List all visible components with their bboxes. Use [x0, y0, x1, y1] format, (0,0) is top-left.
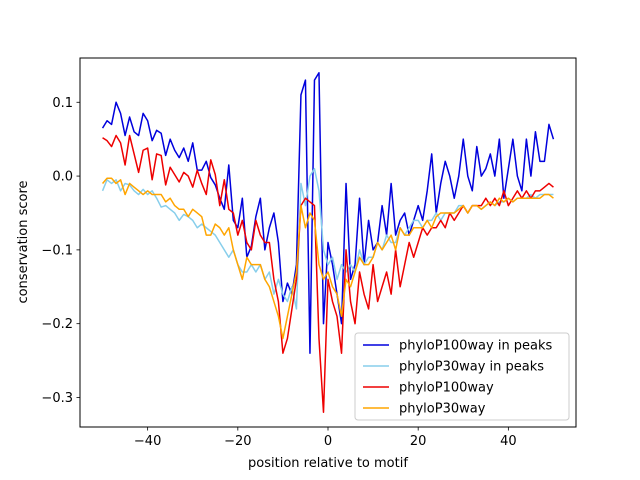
y-tick-label: −0.3 — [41, 391, 73, 406]
x-tick-label: −20 — [224, 434, 251, 449]
x-axis: −40 −20 0 20 40 — [134, 427, 517, 449]
y-axis-label: conservation score — [16, 180, 31, 303]
series-line-3 — [102, 134, 554, 413]
series-layer — [101, 72, 555, 413]
y-tick-label: −0.1 — [41, 243, 73, 258]
y-tick-label: 0.1 — [52, 96, 73, 111]
legend-label-1: phyloP100way in peaks — [399, 339, 553, 354]
x-tick-label: 0 — [324, 434, 332, 449]
legend-box — [354, 332, 570, 421]
legend: phyloP100way in peaks phyloP30way in peak… — [354, 332, 570, 421]
x-tick-label: 20 — [410, 434, 427, 449]
y-axis: −0.3 −0.2 −0.1 0.0 0.1 — [41, 96, 80, 406]
x-tick-label: 40 — [500, 434, 517, 449]
series-line-4 — [101, 177, 554, 340]
series-line-1 — [101, 72, 555, 354]
x-tick-label: −40 — [134, 434, 161, 449]
legend-label-3: phyloP100way — [399, 381, 494, 396]
x-axis-label: position relative to motif — [248, 456, 408, 471]
y-tick-label: −0.2 — [41, 317, 73, 332]
legend-label-4: phyloP30way — [399, 402, 486, 417]
y-tick-label: 0.0 — [52, 170, 73, 185]
legend-label-2: phyloP30way in peaks — [399, 360, 544, 375]
